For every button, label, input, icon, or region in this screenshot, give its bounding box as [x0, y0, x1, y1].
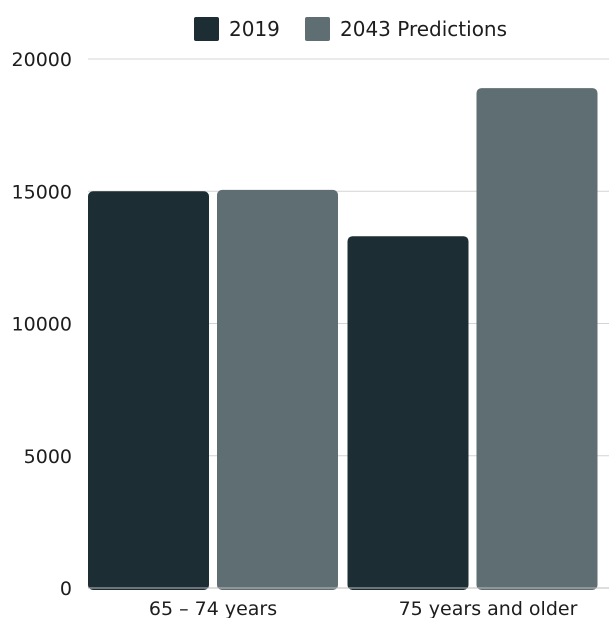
x-tick-label: 75 years and older [399, 598, 578, 618]
y-tick-label: 0 [60, 578, 72, 600]
y-axis-tick-labels: 0 5000 10000 15000 20000 [12, 49, 72, 600]
legend-swatch [194, 17, 219, 41]
bar-series-1-cat-1 [88, 191, 209, 590]
x-tick-label: 65 – 74 years [149, 598, 277, 618]
y-tick-label: 15000 [12, 181, 72, 203]
bars [88, 88, 598, 591]
y-tick-label: 5000 [24, 446, 72, 468]
bar-series-2-cat-2 [476, 88, 598, 590]
bar-series-1-cat-2 [347, 236, 469, 590]
legend-label: 2019 [229, 17, 280, 41]
legend-swatch [305, 17, 330, 41]
legend: 2019 2043 Predictions [194, 17, 507, 41]
legend-label: 2043 Predictions [340, 17, 507, 41]
y-tick-label: 20000 [12, 49, 72, 71]
bar-series-2-cat-1 [217, 189, 338, 591]
y-tick-label: 10000 [12, 314, 72, 336]
x-axis-tick-labels: 65 – 74 years 75 years and older [149, 598, 578, 618]
